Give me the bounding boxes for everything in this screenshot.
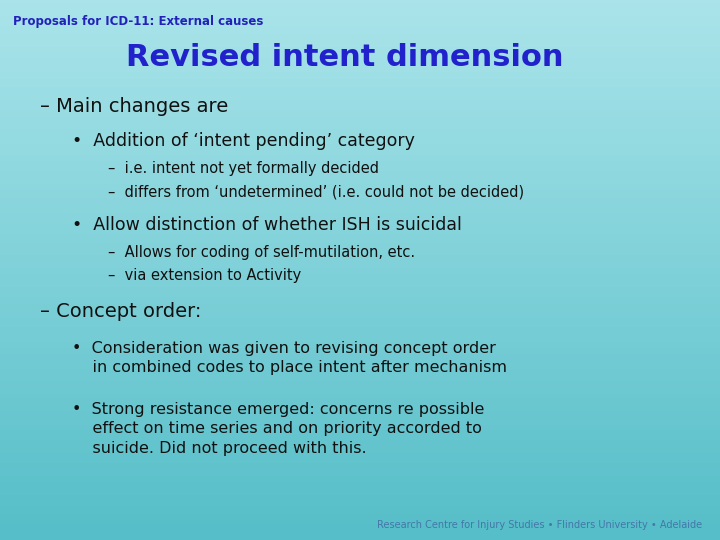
Text: – Concept order:: – Concept order: [40, 302, 201, 321]
Text: •  Allow distinction of whether ISH is suicidal: • Allow distinction of whether ISH is su… [72, 216, 462, 234]
Text: Research Centre for Injury Studies • Flinders University • Adelaide: Research Centre for Injury Studies • Fli… [377, 520, 702, 530]
Text: – Main changes are: – Main changes are [40, 97, 228, 116]
Text: •  Addition of ‘intent pending’ category: • Addition of ‘intent pending’ category [72, 132, 415, 150]
Text: Proposals for ICD-11: External causes: Proposals for ICD-11: External causes [13, 15, 264, 28]
Text: –  via extension to Activity: – via extension to Activity [108, 268, 301, 284]
Text: •  Consideration was given to revising concept order
    in combined codes to pl: • Consideration was given to revising co… [72, 341, 507, 375]
Text: Revised intent dimension: Revised intent dimension [126, 43, 564, 72]
Text: –  Allows for coding of self-mutilation, etc.: – Allows for coding of self-mutilation, … [108, 245, 415, 260]
Text: –  differs from ‘undetermined’ (i.e. could not be decided): – differs from ‘undetermined’ (i.e. coul… [108, 185, 524, 200]
Text: –  i.e. intent not yet formally decided: – i.e. intent not yet formally decided [108, 161, 379, 176]
Text: •  Strong resistance emerged: concerns re possible
    effect on time series and: • Strong resistance emerged: concerns re… [72, 402, 485, 456]
